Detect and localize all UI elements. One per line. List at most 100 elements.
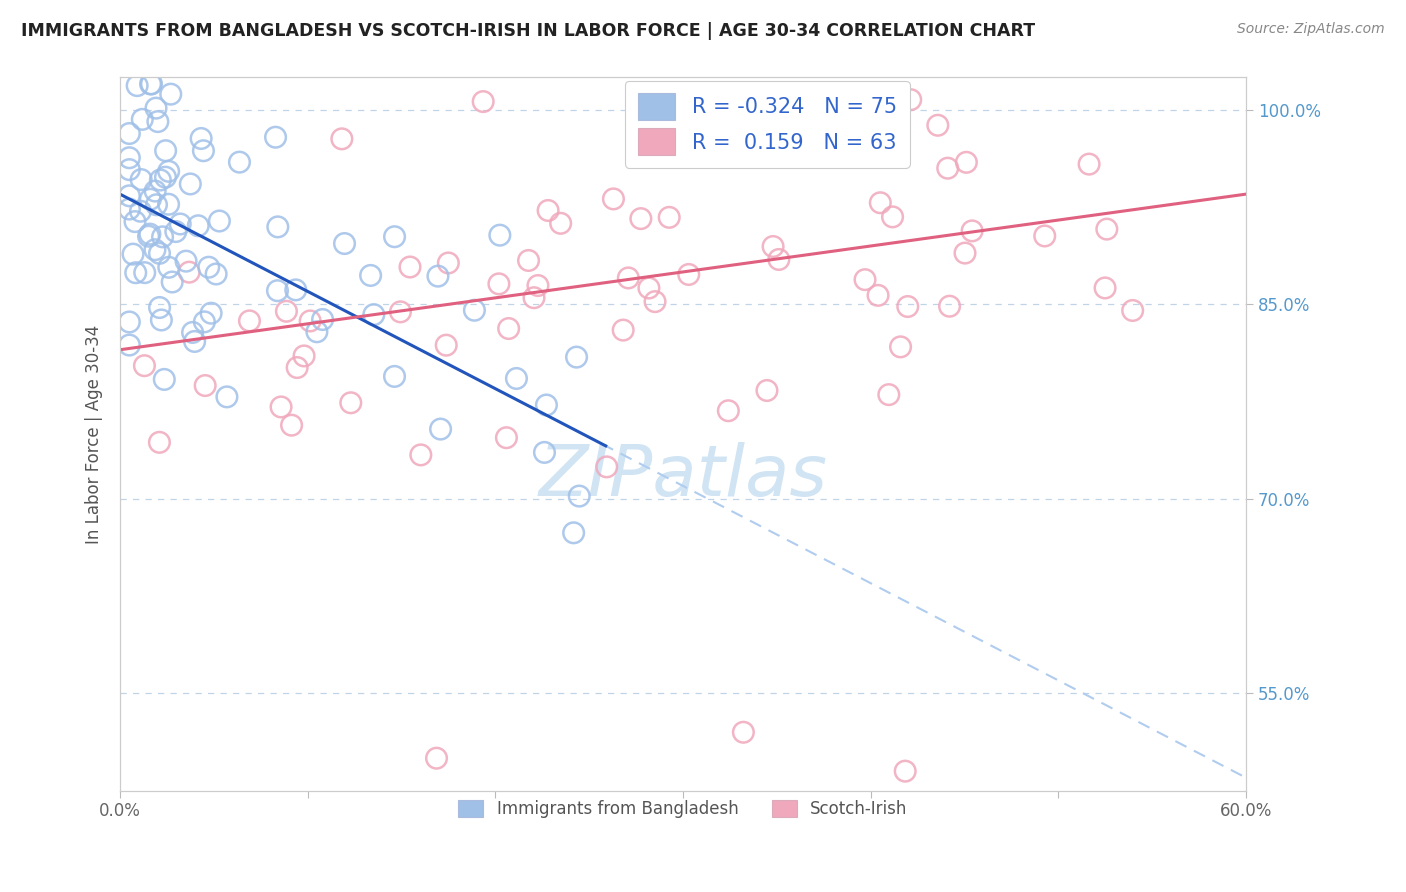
- Point: [882, 210, 904, 224]
- Point: [153, 372, 176, 386]
- Point: [118, 151, 141, 165]
- Point: [877, 387, 900, 401]
- Point: [179, 177, 201, 191]
- Point: [897, 300, 920, 314]
- Point: [134, 359, 156, 373]
- Point: [389, 305, 412, 319]
- Point: [267, 219, 290, 234]
- Point: [1095, 222, 1118, 236]
- Point: [384, 229, 406, 244]
- Point: [155, 170, 177, 185]
- Point: [644, 294, 666, 309]
- Point: [425, 751, 447, 765]
- Point: [145, 198, 167, 212]
- Point: [118, 202, 141, 216]
- Point: [200, 306, 222, 320]
- Point: [238, 314, 260, 328]
- Point: [160, 275, 183, 289]
- Point: [181, 326, 204, 340]
- Point: [208, 214, 231, 228]
- Point: [523, 291, 546, 305]
- Point: [536, 398, 558, 412]
- Point: [150, 313, 173, 327]
- Point: [853, 273, 876, 287]
- Point: [143, 243, 166, 257]
- Point: [339, 396, 361, 410]
- Point: [1078, 157, 1101, 171]
- Point: [360, 268, 382, 283]
- Point: [537, 203, 560, 218]
- Point: [463, 303, 485, 318]
- Point: [664, 149, 686, 163]
- Point: [505, 371, 527, 385]
- Point: [869, 195, 891, 210]
- Point: [124, 214, 146, 228]
- Point: [129, 172, 152, 186]
- Point: [658, 211, 681, 225]
- Point: [215, 390, 238, 404]
- Point: [157, 260, 180, 275]
- Point: [149, 173, 172, 187]
- Point: [134, 266, 156, 280]
- Point: [384, 369, 406, 384]
- Point: [938, 299, 960, 313]
- Point: [409, 448, 432, 462]
- Point: [630, 211, 652, 226]
- Point: [285, 360, 308, 375]
- Point: [762, 239, 785, 253]
- Point: [1122, 303, 1144, 318]
- Point: [118, 127, 141, 141]
- Text: IMMIGRANTS FROM BANGLADESH VS SCOTCH-IRISH IN LABOR FORCE | AGE 30-34 CORRELATIO: IMMIGRANTS FROM BANGLADESH VS SCOTCH-IRI…: [21, 22, 1035, 40]
- Point: [157, 197, 180, 211]
- Legend: Immigrants from Bangladesh, Scotch-Irish: Immigrants from Bangladesh, Scotch-Irish: [451, 794, 914, 825]
- Point: [733, 725, 755, 739]
- Point: [936, 161, 959, 176]
- Point: [159, 87, 181, 102]
- Point: [900, 93, 922, 107]
- Point: [472, 95, 495, 109]
- Y-axis label: In Labor Force | Age 30-34: In Labor Force | Age 30-34: [86, 325, 103, 543]
- Point: [638, 281, 661, 295]
- Point: [311, 312, 333, 326]
- Point: [890, 340, 912, 354]
- Point: [146, 114, 169, 128]
- Point: [678, 268, 700, 282]
- Point: [276, 304, 298, 318]
- Point: [1033, 229, 1056, 244]
- Point: [305, 325, 328, 339]
- Point: [755, 384, 778, 398]
- Point: [399, 260, 422, 274]
- Point: [148, 246, 170, 260]
- Point: [183, 334, 205, 349]
- Point: [118, 315, 141, 329]
- Point: [562, 525, 585, 540]
- Point: [148, 301, 170, 315]
- Point: [270, 400, 292, 414]
- Point: [228, 155, 250, 169]
- Point: [768, 252, 790, 267]
- Point: [148, 435, 170, 450]
- Point: [174, 254, 197, 268]
- Point: [122, 247, 145, 261]
- Point: [194, 378, 217, 392]
- Point: [280, 418, 302, 433]
- Point: [717, 403, 740, 417]
- Point: [139, 77, 162, 91]
- Point: [141, 77, 163, 91]
- Point: [426, 269, 449, 284]
- Point: [333, 236, 356, 251]
- Point: [125, 266, 148, 280]
- Point: [495, 431, 517, 445]
- Point: [129, 204, 152, 219]
- Point: [527, 278, 550, 293]
- Point: [266, 284, 288, 298]
- Point: [868, 288, 890, 302]
- Point: [927, 118, 949, 132]
- Point: [139, 192, 162, 206]
- Point: [131, 112, 153, 127]
- Point: [330, 132, 353, 146]
- Point: [292, 349, 315, 363]
- Point: [488, 277, 510, 291]
- Point: [612, 323, 634, 337]
- Point: [143, 184, 166, 198]
